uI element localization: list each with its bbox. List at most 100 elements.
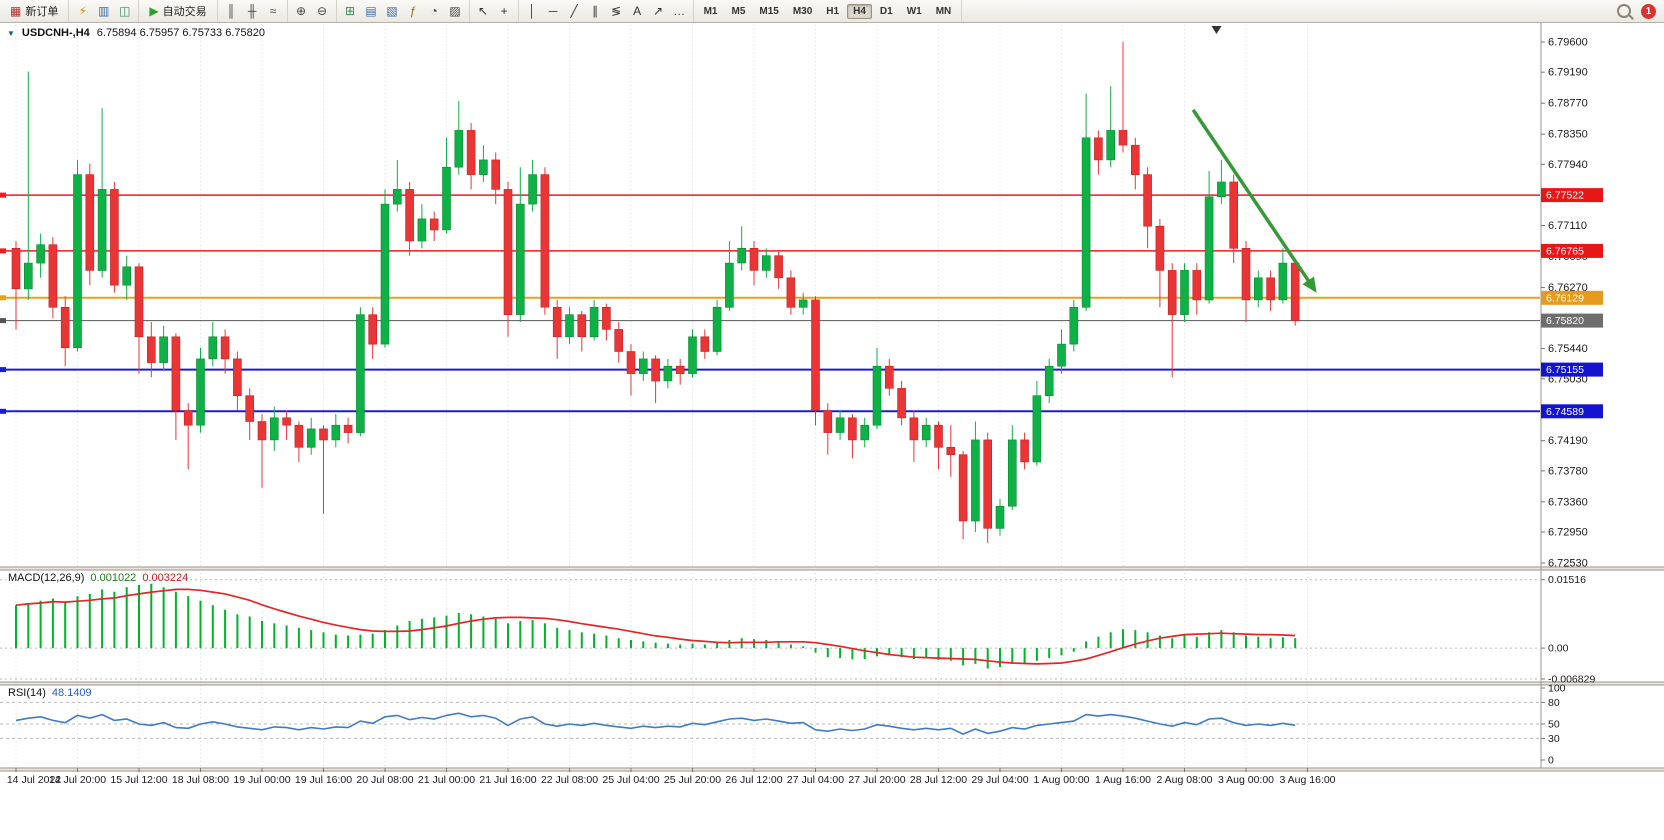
svg-text:29 Jul 04:00: 29 Jul 04:00 — [971, 774, 1028, 786]
trend-arrow[interactable] — [1191, 108, 1317, 293]
svg-text:3 Aug 16:00: 3 Aug 16:00 — [1279, 774, 1335, 786]
svg-text:6.75440: 6.75440 — [1548, 343, 1588, 355]
autotrading-button[interactable]: ▶ 自动交易 — [142, 1, 213, 21]
chart-canvas[interactable]: 6.79600 6.79190 6.78770 6.78350 6.77940 6.771… — [0, 22, 1664, 840]
navigator-icon[interactable]: ◫ — [119, 4, 131, 18]
arrows-icon[interactable]: ↗ — [653, 4, 664, 18]
timeframe-m1-button[interactable]: M1 — [703, 5, 718, 17]
text-icon[interactable]: A — [633, 4, 642, 18]
svg-text:1 Aug 00:00: 1 Aug 00:00 — [1033, 774, 1089, 786]
svg-text:6.73780: 6.73780 — [1548, 465, 1588, 477]
svg-text:21 Jul 00:00: 21 Jul 00:00 — [418, 774, 475, 786]
svg-text:6.74190: 6.74190 — [1548, 435, 1588, 447]
toolbar-groups: ▦ 新订单 ⚡ ▥ ◫ ▶ 自动交易 ║ ╫ ≈ ⊕ ⊖ ⊞ ▤ ▧ ƒ ◔ ▨ ↖ + │ ─ ╱ ∥ ≶ A ↗… M1 M5 M15… — [0, 0, 963, 22]
channel-icon[interactable]: ∥ — [592, 4, 599, 18]
toolbar-group-zoom: ⊕ ⊖ — [288, 0, 337, 22]
timeframe-h1-button[interactable]: H1 — [826, 5, 840, 17]
price-badges: 6.77522 6.76765 6.76129 6.75820 6.75155 6.745… — [1541, 188, 1603, 419]
shapes-icon[interactable]: … — [673, 4, 686, 18]
svg-text:20 Jul 08:00: 20 Jul 08:00 — [356, 774, 413, 786]
autotrading-button-icon: ▶ — [149, 4, 159, 18]
svg-text:2 Aug 08:00: 2 Aug 08:00 — [1156, 774, 1212, 786]
templates-icon[interactable]: ▨ — [449, 4, 461, 18]
svg-text:15 Jul 12:00: 15 Jul 12:00 — [110, 774, 167, 786]
horizontal-line-icon[interactable]: ─ — [548, 4, 558, 18]
tile-windows-icon[interactable]: ⊞ — [345, 4, 356, 18]
svg-text:19 Jul 16:00: 19 Jul 16:00 — [295, 774, 352, 786]
toolbar-group-objects: │ ─ ╱ ∥ ≶ A ↗ … — [519, 0, 694, 22]
periods-icon[interactable]: ◔ — [430, 4, 438, 18]
horizontal-level-lines[interactable] — [0, 192, 1540, 414]
svg-text:3 Aug 00:00: 3 Aug 00:00 — [1218, 774, 1274, 786]
macd-name: MACD(12,26,9) — [8, 572, 85, 584]
svg-text:6.79190: 6.79190 — [1548, 67, 1588, 79]
zoom-out-icon[interactable]: ⊖ — [317, 4, 328, 18]
svg-text:0.01516: 0.01516 — [1548, 574, 1586, 586]
new-order-button-icon: ▦ — [10, 4, 22, 18]
fibonacci-icon[interactable]: ≶ — [611, 4, 622, 18]
timeframe-mn-button[interactable]: MN — [935, 5, 952, 17]
timeframe-h4-button[interactable]: H4 — [847, 3, 872, 19]
rsi-indicator-label: RSI(14) 48.1409 — [6, 687, 94, 699]
svg-text:19 Jul 00:00: 19 Jul 00:00 — [233, 774, 290, 786]
candlestick-chart-icon[interactable]: ╫ — [247, 4, 257, 18]
svg-text:6.78770: 6.78770 — [1548, 98, 1588, 110]
arrange-windows-icon[interactable]: ▧ — [386, 4, 398, 18]
svg-text:6.76765: 6.76765 — [1546, 245, 1584, 257]
toolbar-group-chart-type: ║ ╫ ≈ — [218, 0, 288, 22]
svg-text:6.78350: 6.78350 — [1548, 129, 1588, 141]
timeframe-m30-button[interactable]: M30 — [792, 5, 813, 17]
timeframe-m5-button[interactable]: M5 — [731, 5, 746, 17]
chart-collapse-icon[interactable]: ▼ — [7, 28, 15, 38]
svg-text:6.77940: 6.77940 — [1548, 159, 1588, 171]
candlesticks — [11, 42, 1300, 544]
indicators-icon[interactable]: ƒ — [409, 4, 417, 18]
macd-axis: 0.01516 0.00 -0.006829 — [1541, 574, 1595, 686]
timeframe-d1-button[interactable]: D1 — [879, 5, 893, 17]
svg-text:6.76129: 6.76129 — [1546, 292, 1584, 304]
svg-text:25 Jul 04:00: 25 Jul 04:00 — [602, 774, 659, 786]
svg-text:6.77522: 6.77522 — [1546, 190, 1584, 202]
svg-text:1 Aug 16:00: 1 Aug 16:00 — [1095, 774, 1151, 786]
macd-indicator-label: MACD(12,26,9) 0.001022 0.003224 — [6, 572, 191, 584]
timeframe-m15-button[interactable]: M15 — [759, 5, 779, 17]
search-icon[interactable] — [1617, 4, 1631, 18]
vertical-line-icon[interactable]: │ — [528, 4, 536, 18]
svg-text:6.72530: 6.72530 — [1548, 558, 1588, 570]
new-order-button[interactable]: ▦ 新订单 — [3, 1, 65, 21]
crosshair-icon[interactable]: + — [500, 4, 508, 18]
svg-text:6.75155: 6.75155 — [1546, 364, 1584, 376]
macd-histogram — [15, 582, 1297, 669]
rsi-name: RSI(14) — [8, 687, 46, 699]
time-marker-triangle — [1211, 26, 1222, 34]
rsi-line — [15, 712, 1296, 735]
new-order-button-label: 新订单 — [25, 6, 59, 18]
cascade-windows-icon[interactable]: ▤ — [365, 4, 377, 18]
trendline-icon[interactable]: ╱ — [570, 4, 578, 18]
market-watch-icon[interactable]: ▥ — [98, 4, 110, 18]
svg-text:14 Jul 2022: 14 Jul 2022 — [7, 774, 61, 786]
cursor-icon[interactable]: ↖ — [478, 4, 489, 18]
autotrading-button-label: 自动交易 — [162, 6, 207, 18]
svg-text:6.73360: 6.73360 — [1548, 496, 1588, 508]
macd-signal-value: 0.003224 — [142, 572, 189, 584]
svg-text:22 Jul 08:00: 22 Jul 08:00 — [541, 774, 598, 786]
toolbar-right: 1 — [1617, 3, 1664, 19]
svg-text:0: 0 — [1548, 755, 1554, 767]
bar-chart-icon[interactable]: ║ — [226, 4, 236, 18]
svg-text:28 Jul 12:00: 28 Jul 12:00 — [910, 774, 967, 786]
notification-badge[interactable]: 1 — [1641, 3, 1656, 19]
timeframe-w1-button[interactable]: W1 — [906, 5, 922, 17]
toolbar-group-cursor: ↖ + — [470, 0, 519, 22]
chart-symbol-label: USDCNH-,H4 — [21, 27, 90, 39]
metaeditor-icon[interactable]: ⚡ — [78, 4, 88, 18]
zoom-in-icon[interactable]: ⊕ — [296, 4, 307, 18]
line-chart-icon[interactable]: ≈ — [269, 4, 277, 18]
svg-text:6.79600: 6.79600 — [1548, 37, 1588, 49]
svg-text:-0.006829: -0.006829 — [1548, 674, 1595, 686]
toolbar-group-autotrade: ▶ 自动交易 — [139, 0, 218, 22]
svg-text:25 Jul 20:00: 25 Jul 20:00 — [664, 774, 721, 786]
svg-text:50: 50 — [1548, 719, 1560, 731]
